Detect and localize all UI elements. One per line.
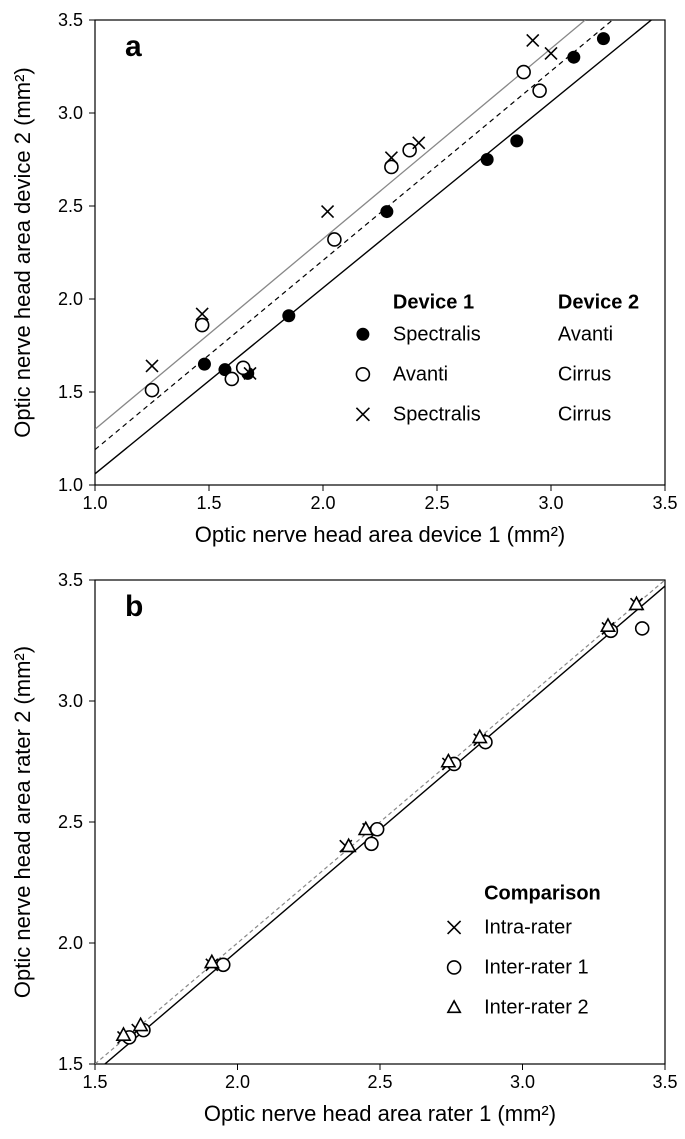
x-tick-label: 2.0 [310, 493, 335, 513]
panel-letter: b [125, 590, 143, 623]
y-tick-label: 3.0 [58, 691, 83, 711]
y-tick-label: 2.0 [58, 933, 83, 953]
fit-line-dashed-identity [95, 580, 665, 1064]
legend-header-device1: Device 1 [393, 291, 474, 313]
y-axis-label: Optic nerve head area device 2 (mm²) [10, 67, 35, 438]
legend-d2-0: Avanti [558, 323, 613, 345]
y-tick-label: 1.0 [58, 475, 83, 495]
x-tick-label: 2.0 [225, 1072, 250, 1092]
legend-header: Comparison [484, 882, 601, 904]
fit-line-solid-light [95, 20, 585, 429]
legend-row-2: Inter-rater 2 [484, 996, 588, 1018]
x-tick-label: 1.0 [82, 493, 107, 513]
fit-line-dashed [95, 20, 613, 450]
legend-header-device2: Device 2 [558, 291, 639, 313]
panel-a: 1.0 1.5 2.0 2.5 3.0 3.5 1.0 1.5 2.0 2.5 3.0 3.5 Opti… [0, 0, 685, 560]
legend-d1-2: Spectralis [393, 403, 481, 425]
y-tick-label: 3.5 [58, 570, 83, 590]
x-tick-label: 2.5 [367, 1072, 392, 1092]
x-tick-label: 2.5 [424, 493, 449, 513]
y-tick-label: 3.0 [58, 103, 83, 123]
y-tick-label: 1.5 [58, 382, 83, 402]
x-axis-label: Optic nerve head area rater 1 (mm²) [204, 1101, 556, 1126]
x-tick-label: 3.5 [652, 1072, 677, 1092]
legend-row-1: Inter-rater 1 [484, 956, 588, 978]
y-tick-label: 1.5 [58, 1054, 83, 1074]
y-tick-label: 2.0 [58, 289, 83, 309]
panel-b: 1.5 2.0 2.5 3.0 3.5 1.5 2.0 2.5 3.0 3.5 Optic nerv… [0, 560, 685, 1139]
panel-letter: a [125, 30, 142, 63]
y-tick-label: 2.5 [58, 812, 83, 832]
x-tick-label: 3.5 [652, 493, 677, 513]
series-Avanti-Cirrus [146, 66, 547, 397]
x-tick-label: 1.5 [82, 1072, 107, 1092]
legend-d1-0: Spectralis [393, 323, 481, 345]
chart-b: 1.5 2.0 2.5 3.0 3.5 1.5 2.0 2.5 3.0 3.5 Optic nerv… [0, 560, 685, 1139]
y-axis-label: Optic nerve head area rater 2 (mm²) [10, 646, 35, 998]
x-tick-label: 3.0 [510, 1072, 535, 1092]
legend-a: Device 1 Device 2 Spectralis Avanti Avanti Ci… [356, 291, 639, 425]
x-axis-label: Optic nerve head area device 1 (mm²) [195, 522, 566, 547]
legend-d2-1: Cirrus [558, 363, 611, 385]
chart-a: 1.0 1.5 2.0 2.5 3.0 3.5 1.0 1.5 2.0 2.5 3.0 3.5 Opti… [0, 0, 685, 560]
legend-row-0: Intra-rater [484, 916, 572, 938]
y-tick-label: 2.5 [58, 196, 83, 216]
legend-b: Comparison Intra-rater Inter-rater 1 Inter-… [448, 882, 601, 1018]
legend-d2-2: Cirrus [558, 403, 611, 425]
legend-d1-1: Avanti [393, 363, 448, 385]
x-tick-label: 3.0 [538, 493, 563, 513]
y-tick-label: 3.5 [58, 10, 83, 30]
x-tick-label: 1.5 [196, 493, 221, 513]
